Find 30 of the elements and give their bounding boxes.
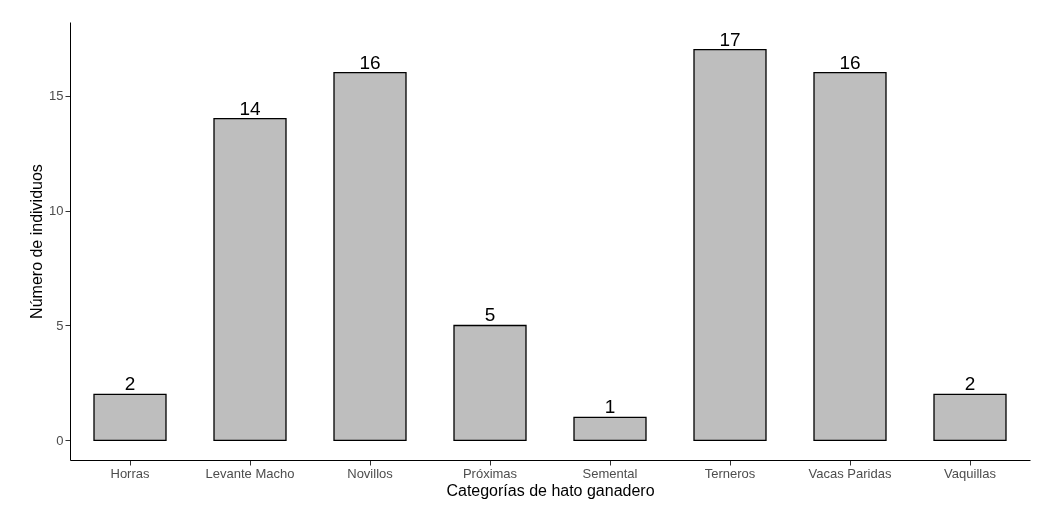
x-axis-title: Categorías de hato ganadero xyxy=(446,481,655,499)
data-label: 16 xyxy=(359,51,381,73)
data-label: 14 xyxy=(239,97,261,119)
data-label: 17 xyxy=(719,28,741,50)
y-tick-label: 10 xyxy=(49,203,64,219)
bar xyxy=(813,71,887,442)
data-label: 1 xyxy=(604,396,616,418)
y-axis-title: Número de individuos xyxy=(28,164,46,319)
data-label: 16 xyxy=(839,51,861,73)
bar xyxy=(333,71,407,442)
x-tick-label: Horras xyxy=(110,465,150,481)
bar xyxy=(573,416,647,442)
x-tick-label: Vaquillas xyxy=(944,465,997,481)
bar xyxy=(933,393,1007,442)
x-tick-label: Novillos xyxy=(347,465,394,481)
data-label: 5 xyxy=(484,304,496,326)
x-tick-label: Próximas xyxy=(462,465,518,481)
y-tick-label: 5 xyxy=(56,318,64,333)
x-tick-label: Levante Macho xyxy=(205,465,295,481)
x-tick-label: Semental xyxy=(582,465,638,481)
y-tick-label: 15 xyxy=(49,88,64,104)
x-tick-label: Terneros xyxy=(704,465,756,481)
data-label: 2 xyxy=(124,373,136,395)
y-tick-label: 0 xyxy=(56,432,64,448)
bar xyxy=(693,48,767,442)
bar xyxy=(93,393,167,442)
bar xyxy=(453,324,527,442)
bar xyxy=(213,117,287,442)
data-label: 2 xyxy=(964,373,976,395)
x-tick-label: Vacas Paridas xyxy=(808,465,892,481)
